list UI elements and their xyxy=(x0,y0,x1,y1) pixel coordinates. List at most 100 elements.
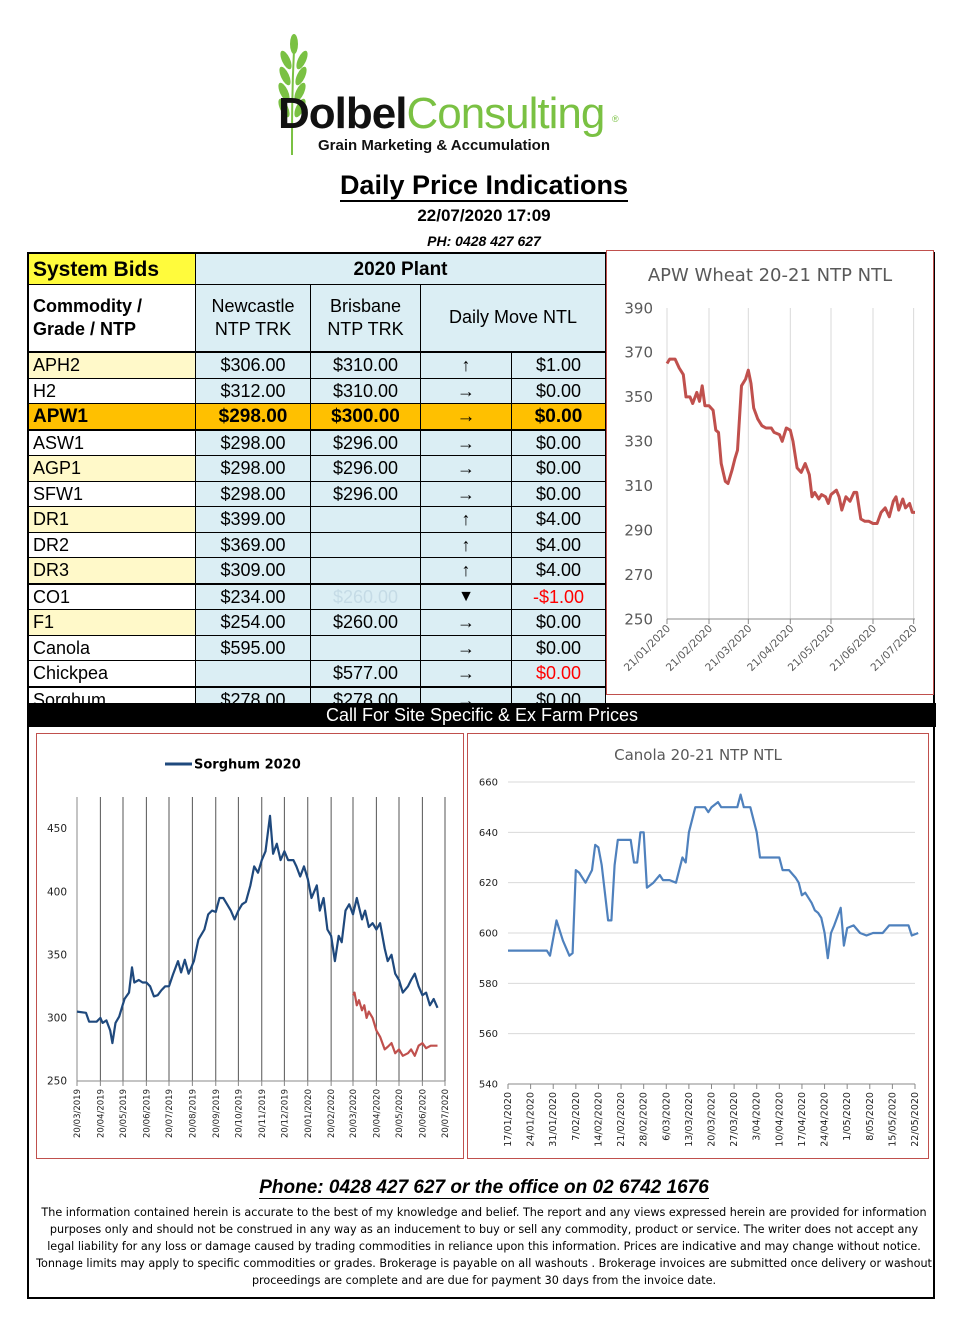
x-tick-label: 31/01/2020 xyxy=(548,1092,559,1147)
table-row: APW1 $298.00 $300.00 → $0.00 xyxy=(28,403,606,430)
x-tick-label: 8/05/2020 xyxy=(865,1092,876,1141)
plant-year-label: 2020 Plant xyxy=(195,253,606,285)
apw-chart-title: APW Wheat 20-21 NTP NTL xyxy=(647,265,893,286)
y-tick-label: 560 xyxy=(479,1029,498,1040)
daily-move-cell: $1.00 xyxy=(511,351,606,379)
brisbane-price-cell: $296.00 xyxy=(310,428,421,456)
right-arrow-icon: → xyxy=(420,609,512,636)
table-row: H2 $312.00 $310.00 → $0.00 xyxy=(28,377,606,404)
col-commodity-header: Commodity / Grade / NTP xyxy=(28,284,196,353)
x-tick-label: 28/02/2020 xyxy=(639,1092,650,1147)
series-line xyxy=(76,814,439,1045)
brisbane-price-cell: $310.00 xyxy=(310,351,421,379)
newcastle-price-cell: $254.00 xyxy=(195,609,311,636)
newcastle-price-cell: $399.00 xyxy=(195,506,311,533)
y-tick-label: 270 xyxy=(624,566,653,584)
grade-cell: ASW1 xyxy=(28,428,196,456)
newcastle-price-cell: $298.00 xyxy=(195,455,311,482)
brisbane-price-cell xyxy=(310,506,421,533)
x-tick-label: 14/02/2020 xyxy=(593,1092,604,1147)
up-arrow-icon: ↑ xyxy=(420,557,512,584)
right-arrow-icon: → xyxy=(420,634,512,661)
series-line xyxy=(352,991,438,1057)
table-row: DR2 $369.00 ↑ $4.00 xyxy=(28,531,606,558)
y-tick-label: 350 xyxy=(624,388,653,406)
col-brisbane-header: Brisbane NTP TRK xyxy=(310,284,421,353)
x-tick-label: 20/04/2020 xyxy=(372,1089,382,1138)
table-row: CO1 $234.00 $260.00 ▼ -$1.00 xyxy=(28,582,606,610)
x-tick-label: 20/12/2019 xyxy=(280,1089,290,1138)
logo-tagline: Grain Marketing & Accumulation xyxy=(318,137,550,154)
x-tick-label: 24/04/2020 xyxy=(820,1092,831,1147)
footer-phone: Phone: 0428 427 627 or the office on 02 … xyxy=(0,1177,968,1199)
brisbane-price-cell xyxy=(310,557,421,584)
disclaimer-text: The information contained herein is accu… xyxy=(36,1206,932,1287)
table-row: AGP1 $298.00 $296.00 → $0.00 xyxy=(28,455,606,482)
y-tick-label: 300 xyxy=(47,1013,67,1025)
y-tick-label: 310 xyxy=(624,477,653,495)
newcastle-price-cell: $298.00 xyxy=(195,428,311,456)
x-tick-label: 20/06/2020 xyxy=(418,1089,428,1138)
apw-chart-plot: 25027029031033035037039021/01/202021/02/… xyxy=(622,299,920,674)
x-tick-label: 21/02/2020 xyxy=(616,1092,627,1147)
canola-chart: Canola 20-21 NTP NTL 540 560 580 600 620 640 6… xyxy=(467,733,929,1159)
y-tick-label: 620 xyxy=(479,878,498,889)
daily-move-cell: -$1.00 xyxy=(511,582,606,610)
x-tick-label: 20/07/2019 xyxy=(165,1089,175,1138)
y-tick-label: 370 xyxy=(624,344,653,362)
up-arrow-icon: ↑ xyxy=(420,506,512,533)
newcastle-price-cell: $298.00 xyxy=(195,480,311,507)
header-phone: PH: 0428 427 627 xyxy=(427,233,541,249)
system-bids-label: System Bids xyxy=(28,253,196,285)
right-arrow-icon: → xyxy=(420,403,512,430)
y-tick-label: 580 xyxy=(479,979,498,990)
price-table: System Bids 2020 Plant Commodity / Grade… xyxy=(28,253,606,713)
col-newcastle-header: Newcastle NTP TRK xyxy=(195,284,311,353)
brisbane-price-cell: $296.00 xyxy=(310,480,421,507)
right-arrow-icon: → xyxy=(420,428,512,456)
grade-cell: DR2 xyxy=(28,531,196,558)
grade-cell: SFW1 xyxy=(28,480,196,507)
canola-chart-title: Canola 20-21 NTP NTL xyxy=(614,746,782,764)
page-title: Daily Price Indications xyxy=(0,170,968,202)
table-header-row: System Bids 2020 Plant xyxy=(28,253,606,285)
table-row: DR1 $399.00 ↑ $4.00 xyxy=(28,506,606,533)
x-tick-label: 20/03/2019 xyxy=(73,1089,83,1138)
x-tick-label: 20/01/2020 xyxy=(304,1089,314,1138)
x-tick-label: 15/05/2020 xyxy=(887,1092,898,1147)
daily-move-cell: $0.00 xyxy=(511,609,606,636)
apw-wheat-chart: APW Wheat 20-21 NTP NTL 250 270 290 310 330 3… xyxy=(606,250,934,695)
table-row: Chickpea $577.00 → $0.00 xyxy=(28,660,606,687)
x-tick-label: 20/05/2020 xyxy=(395,1089,405,1138)
x-tick-label: 20/03/2020 xyxy=(349,1089,359,1138)
brisbane-price-cell: $300.00 xyxy=(310,403,421,430)
canola-chart-plot: 540 560 580 600 620 640 660 17/01/2020 24/01/202… xyxy=(479,778,921,1147)
x-tick-label: 20/08/2019 xyxy=(188,1089,198,1138)
company-logo: DolbelConsulting ® Grain Marketing & Acc… xyxy=(270,30,630,160)
daily-move-cell: $0.00 xyxy=(511,480,606,507)
x-tick-label: 20/07/2020 xyxy=(441,1089,451,1138)
x-tick-label: 24/01/2020 xyxy=(526,1092,537,1147)
logo-registered-mark: ® xyxy=(612,114,619,124)
y-tick-label: 600 xyxy=(479,929,498,940)
series-line xyxy=(665,357,915,525)
x-tick-label: 20/06/2019 xyxy=(142,1089,152,1138)
newcastle-price-cell: $312.00 xyxy=(195,377,311,404)
x-tick-label: 20/10/2019 xyxy=(234,1089,244,1138)
logo-word-dark: Dolbel xyxy=(278,89,407,138)
right-arrow-icon: → xyxy=(420,660,512,687)
x-tick-label: 20/05/2019 xyxy=(119,1089,129,1138)
x-tick-label: 20/11/2019 xyxy=(258,1089,268,1138)
grade-cell: APH2 xyxy=(28,351,196,379)
x-tick-label: 7/02/2020 xyxy=(571,1092,582,1141)
x-tick-label: 20/02/2020 xyxy=(327,1089,337,1138)
grade-cell: CO1 xyxy=(28,582,196,610)
x-tick-label: 20/04/2019 xyxy=(96,1089,106,1138)
y-tick-label: 390 xyxy=(624,299,653,317)
y-tick-label: 640 xyxy=(479,828,498,839)
sorghum-chart-plot: 250 300 350 400 450 20/03/2019 20/04/2019 20/05… xyxy=(47,758,451,1139)
newcastle-price-cell: $369.00 xyxy=(195,531,311,558)
brisbane-price-cell: $577.00 xyxy=(310,660,421,687)
legend-label: Sorghum 2020 xyxy=(194,758,301,773)
daily-move-cell: $4.00 xyxy=(511,557,606,584)
